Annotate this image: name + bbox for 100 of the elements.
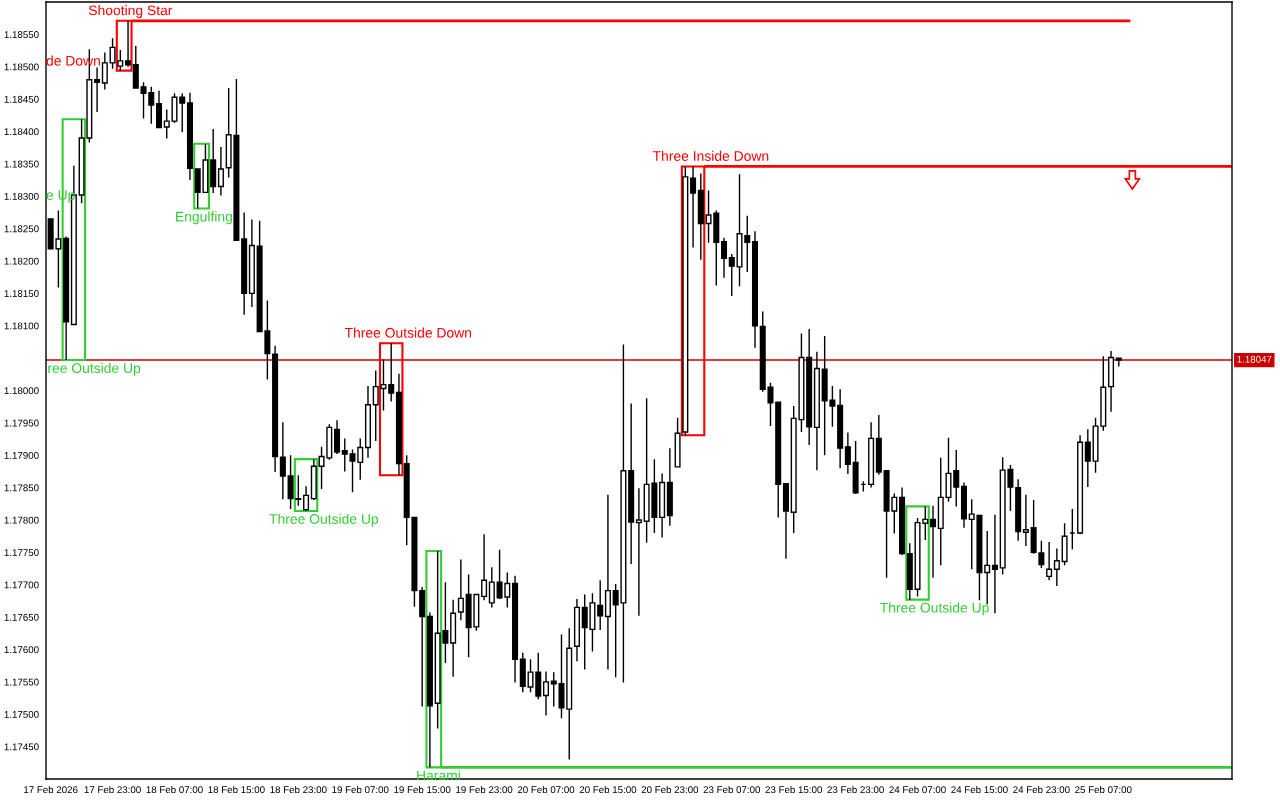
candlestick — [1108, 350, 1115, 413]
annotation: Engulfing — [176, 211, 232, 225]
candlestick — [132, 45, 139, 89]
candlestick — [419, 586, 426, 708]
candlestick — [604, 494, 611, 671]
y-tick-label: 1.17750 — [4, 549, 39, 556]
candlestick — [279, 421, 286, 500]
candlestick — [1084, 428, 1091, 488]
candlestick — [241, 211, 248, 316]
y-tick-label: 1.18450 — [4, 95, 39, 103]
candlestick — [868, 421, 875, 489]
candlestick — [573, 598, 580, 662]
candlestick — [94, 66, 101, 113]
x-tick-label: 20 Feb 15:00 — [579, 785, 637, 794]
annotation: Three Outside Up — [269, 513, 379, 527]
x-tick-label: 18 Feb 23:00 — [270, 785, 327, 794]
candlestick — [751, 230, 759, 349]
y-tick-label: 1.17900 — [4, 451, 39, 459]
y-tick-label: 1.17500 — [4, 710, 39, 718]
candlestick — [991, 514, 998, 614]
candlestick — [101, 51, 108, 91]
candlestick — [450, 598, 457, 678]
candlestick — [635, 487, 642, 617]
candlestick — [512, 574, 519, 684]
candlestick — [488, 566, 495, 609]
x-tick-label: 25 Feb 07:00 — [1075, 785, 1132, 794]
candlestick — [837, 388, 844, 469]
ref-line-label: 1.18047 — [1237, 355, 1272, 363]
candlestick — [457, 558, 464, 622]
y-tick-label: 1.17800 — [4, 516, 39, 524]
y-tick-label: 1.17550 — [4, 678, 39, 686]
candlestick — [674, 417, 681, 469]
candlestick — [1061, 522, 1068, 567]
y-tick-label: 1.18400 — [4, 128, 39, 136]
candlestick — [63, 235, 70, 361]
candlestick — [852, 440, 859, 495]
x-tick-label: 23 Feb 23:00 — [827, 785, 884, 794]
candlestick — [481, 533, 488, 601]
candlestick — [929, 505, 937, 579]
y-tick-label: 1.18550 — [4, 31, 39, 38]
candlestick — [1022, 494, 1029, 547]
candlestick — [782, 483, 789, 560]
y-tick-label: 1.17950 — [4, 419, 39, 427]
candlestick — [721, 236, 728, 279]
candlestick — [1046, 541, 1053, 581]
x-tick-label: 19 Feb 07:00 — [332, 785, 389, 794]
y-tick-label: 1.17450 — [4, 743, 39, 751]
annotation: Three Outside Up — [880, 602, 989, 616]
y-tick-label: 1.18300 — [4, 192, 39, 200]
candlestick — [217, 146, 224, 197]
candlestick — [813, 350, 820, 471]
candlestick — [519, 652, 526, 693]
candlestick — [388, 342, 395, 403]
y-tick-label: 1.18500 — [4, 63, 39, 71]
candlestick — [364, 385, 372, 459]
x-tick-label: 20 Feb 23:00 — [641, 785, 699, 794]
y-tick-label: 1.17700 — [4, 581, 39, 589]
candlestick — [806, 328, 813, 446]
candlestick — [628, 402, 635, 565]
x-tick-label: 23 Feb 15:00 — [765, 785, 822, 794]
candlestick — [426, 611, 433, 769]
candlestick — [659, 472, 666, 539]
candlestick — [775, 400, 782, 519]
candlestick — [860, 480, 867, 493]
candlestick — [1053, 547, 1060, 587]
candlestick — [310, 458, 317, 501]
x-tick-label: 19 Feb 15:00 — [394, 785, 451, 794]
candlestick — [210, 128, 217, 194]
ref-line-label: Three Inside Down — [652, 150, 769, 161]
candlestick — [1077, 434, 1084, 535]
x-tick-label: 17 Feb 23:00 — [84, 785, 141, 794]
y-tick-label: 1.18350 — [4, 160, 39, 168]
candlestick — [155, 90, 163, 129]
candlestick — [666, 447, 673, 527]
candlestick — [697, 172, 704, 261]
candlestick — [395, 372, 402, 477]
y-tick-label: 1.18200 — [4, 257, 39, 265]
y-tick-label: 1.17650 — [4, 613, 39, 621]
ref-line-label: Shooting Star — [88, 5, 173, 18]
annotation: ree Outside Up — [48, 362, 141, 376]
x-tick-label: 24 Feb 07:00 — [889, 785, 946, 794]
y-tick-label: 1.18250 — [4, 225, 39, 233]
x-tick-label: 17 Feb 2026 — [24, 785, 78, 794]
y-tick-label: 1.18100 — [4, 322, 39, 330]
candlestick — [682, 166, 689, 436]
x-tick-label: 23 Feb 07:00 — [703, 785, 761, 794]
x-tick-label: 24 Feb 23:00 — [1013, 785, 1070, 794]
candlestick — [1015, 478, 1022, 542]
candlestick — [960, 481, 967, 529]
y-tick-label: 1.18000 — [4, 387, 39, 395]
candlestick — [248, 218, 255, 308]
candlestick — [690, 165, 697, 249]
y-tick-label: 1.18150 — [4, 290, 39, 297]
x-tick-label: 18 Feb 15:00 — [208, 785, 265, 794]
candlestick — [1115, 356, 1122, 368]
candlestick — [303, 485, 310, 512]
candlestick — [125, 20, 132, 68]
x-tick-label: 24 Feb 15:00 — [951, 785, 1008, 794]
candlestick — [1069, 508, 1076, 550]
annotation: Three Outside Down — [344, 327, 472, 338]
